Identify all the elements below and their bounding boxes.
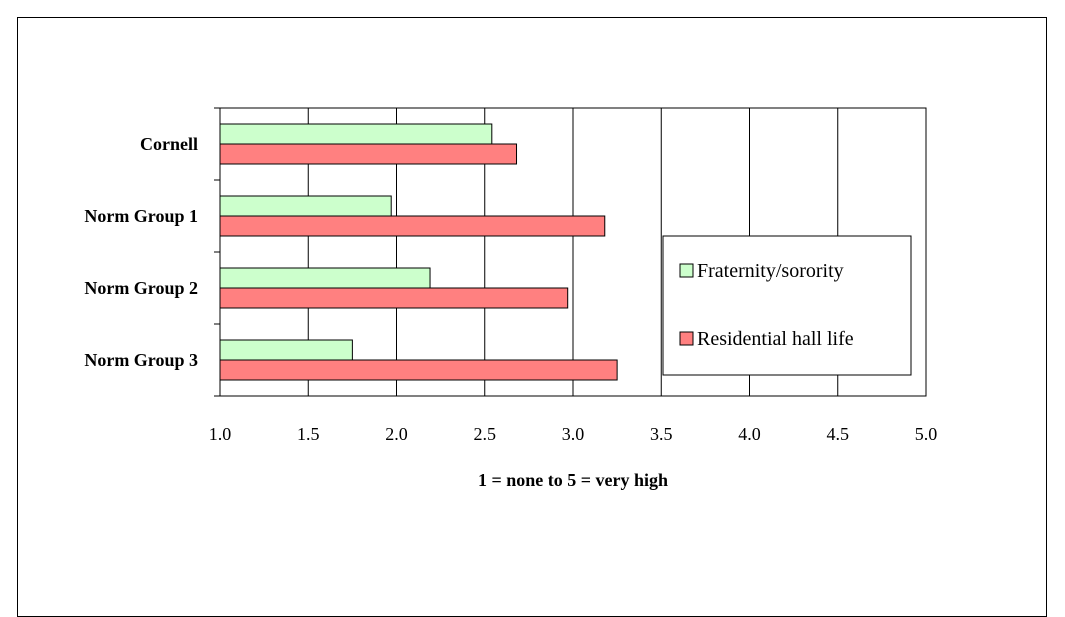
x-tick-labels: 1.0 1.5 2.0 2.5 3.0 3.5 4.0 4.5 5.0 — [209, 424, 938, 444]
x-tick-label: 2.0 — [385, 424, 408, 444]
x-tick-label: 4.0 — [738, 424, 761, 444]
legend-label-fraternity: Fraternity/sorority — [697, 260, 844, 282]
legend-box — [662, 235, 912, 376]
category-label: Norm Group 2 — [84, 278, 198, 298]
category-label: Norm Group 1 — [84, 206, 198, 226]
x-tick-label: 3.5 — [650, 424, 673, 444]
bar-residential-1 — [219, 215, 606, 237]
category-label: Cornell — [140, 134, 198, 154]
bar-fraternity-1 — [219, 195, 392, 217]
bar-fraternity-2 — [219, 267, 431, 289]
category-labels: Cornell Norm Group 1 Norm Group 2 Norm Grou… — [84, 134, 198, 370]
bar-fraternity-3 — [219, 339, 353, 361]
x-tick-label: 4.5 — [827, 424, 850, 444]
bar-fraternity-0 — [219, 123, 493, 145]
legend: Fraternity/sorority Residential hall lif… — [662, 235, 912, 376]
bar-residential-0 — [219, 143, 518, 165]
x-tick-label: 3.0 — [562, 424, 585, 444]
x-tick-label: 1.0 — [209, 424, 232, 444]
x-tick-label: 1.5 — [297, 424, 320, 444]
bar-residential-2 — [219, 287, 569, 309]
bars — [219, 123, 618, 381]
x-tick-label: 5.0 — [915, 424, 938, 444]
axis-ticks — [214, 107, 220, 397]
legend-swatch-residential — [679, 331, 694, 346]
bar-chart: Cornell Norm Group 1 Norm Group 2 Norm Grou… — [84, 107, 938, 490]
bar-residential-3 — [219, 359, 618, 381]
x-tick-label: 2.5 — [474, 424, 497, 444]
x-axis-title: 1 = none to 5 = very high — [478, 470, 668, 490]
legend-swatch-fraternity — [679, 263, 694, 278]
legend-label-residential: Residential hall life — [697, 328, 854, 350]
category-label: Norm Group 3 — [84, 350, 198, 370]
